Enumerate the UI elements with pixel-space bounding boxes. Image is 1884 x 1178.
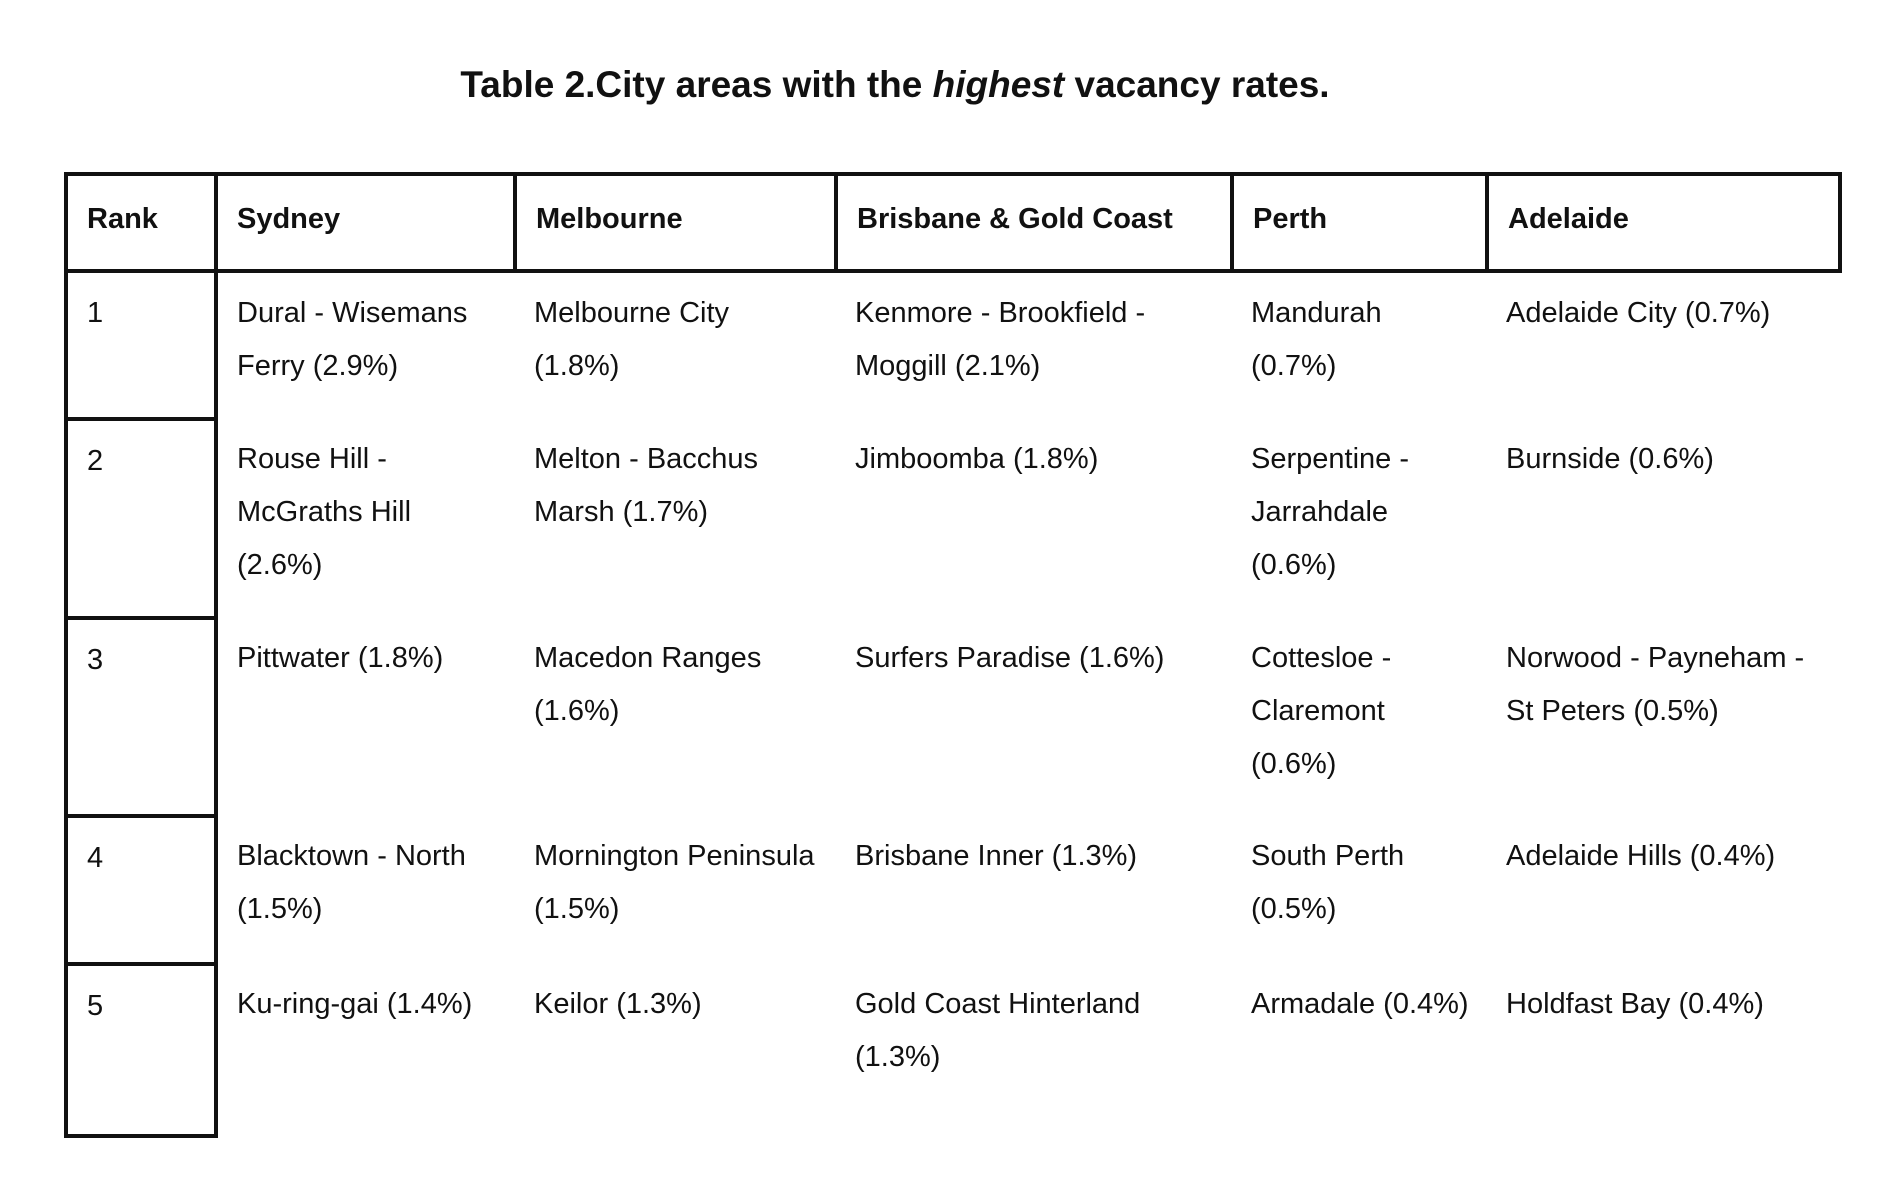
sydney-cell: Blacktown - North (1.5%) [237, 840, 466, 925]
adelaide-cell: Norwood - Payneham - St Peters (0.5%) [1506, 642, 1805, 727]
table-row: 4 Blacktown - North (1.5%) Mornington Pe… [64, 816, 1840, 966]
title-text: Table 2.City areas with the [460, 64, 933, 105]
header-perth: Perth [1230, 172, 1489, 273]
perth-cell: Mandurah (0.7%) [1251, 297, 1382, 382]
brisbane-gold-coast-cell: Kenmore - Brookfield - Moggill (2.1%) [855, 297, 1146, 382]
header-brisbane-gold-coast: Brisbane & Gold Coast [834, 172, 1234, 273]
brisbane-gold-coast-cell: Surfers Paradise (1.6%) [855, 642, 1165, 674]
brisbane-gold-coast-cell: Gold Coast Hinterland (1.3%) [855, 988, 1141, 1073]
header-sydney: Sydney [214, 172, 517, 273]
sydney-cell: Dural - Wisemans Ferry (2.9%) [237, 297, 468, 382]
perth-cell: South Perth (0.5%) [1251, 840, 1405, 925]
sydney-cell: Ku-ring-gai (1.4%) [237, 988, 473, 1020]
header-adelaide: Adelaide [1485, 172, 1842, 273]
brisbane-gold-coast-cell: Jimboomba (1.8%) [855, 443, 1099, 475]
brisbane-gold-coast-cell: Brisbane Inner (1.3%) [855, 840, 1138, 872]
melbourne-cell: Keilor (1.3%) [534, 988, 702, 1020]
rank-cell: 1 [64, 271, 218, 421]
melbourne-cell: Melbourne City (1.8%) [534, 297, 730, 382]
melbourne-cell: Mornington Peninsula (1.5%) [534, 840, 815, 925]
perth-cell: Armadale (0.4%) [1251, 988, 1469, 1020]
sydney-cell: Rouse Hill - McGraths Hill (2.6%) [237, 443, 412, 581]
adelaide-cell: Adelaide City (0.7%) [1506, 297, 1771, 329]
title-emphasis: highest [932, 64, 1065, 105]
header-rank: Rank [64, 172, 218, 273]
table-title: Table 2.City areas with the highest vaca… [0, 64, 1790, 106]
table-row: 2 Rouse Hill - McGraths Hill (2.6%) Melt… [64, 419, 1840, 620]
melbourne-cell: Melton - Bacchus Marsh (1.7%) [534, 443, 759, 528]
rank-cell: 2 [64, 419, 218, 620]
adelaide-cell: Adelaide Hills (0.4%) [1506, 840, 1776, 872]
adelaide-cell: Holdfast Bay (0.4%) [1506, 988, 1764, 1020]
rank-cell: 4 [64, 816, 218, 966]
melbourne-cell: Macedon Ranges (1.6%) [534, 642, 762, 727]
table-row: 5 Ku-ring-gai (1.4%) Keilor (1.3%) Gold … [64, 964, 1840, 1138]
rank-cell: 5 [64, 964, 218, 1138]
title-text-end: vacancy rates. [1064, 64, 1330, 105]
vacancy-table: Rank Sydney Melbourne Brisbane & Gold Co… [64, 172, 1842, 1138]
perth-cell: Serpentine - Jarrahdale (0.6%) [1251, 443, 1409, 581]
adelaide-cell: Burnside (0.6%) [1506, 443, 1714, 475]
sydney-cell: Pittwater (1.8%) [237, 642, 444, 674]
rank-cell: 3 [64, 618, 218, 818]
header-row: Rank Sydney Melbourne Brisbane & Gold Co… [64, 172, 1842, 273]
perth-cell: Cottesloe - Claremont (0.6%) [1251, 642, 1392, 780]
table-row: 1 Dural - Wisemans Ferry (2.9%) Melbourn… [64, 271, 1840, 421]
table-row: 3 Pittwater (1.8%) Macedon Ranges (1.6%)… [64, 618, 1840, 818]
header-melbourne: Melbourne [513, 172, 838, 273]
